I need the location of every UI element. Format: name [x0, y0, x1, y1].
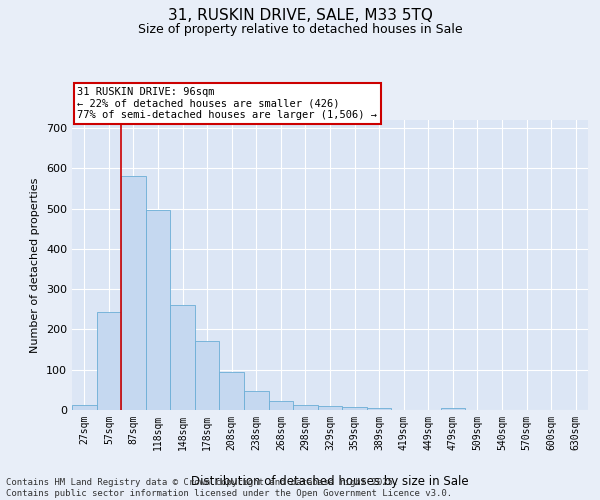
Bar: [293, 405, 318, 410]
Text: 31 RUSKIN DRIVE: 96sqm
← 22% of detached houses are smaller (426)
77% of semi-de: 31 RUSKIN DRIVE: 96sqm ← 22% of detached…: [77, 87, 377, 120]
Bar: [244, 391, 269, 410]
Text: 31, RUSKIN DRIVE, SALE, M33 5TQ: 31, RUSKIN DRIVE, SALE, M33 5TQ: [167, 8, 433, 22]
Bar: [97, 312, 121, 410]
Bar: [170, 306, 195, 410]
Bar: [146, 210, 170, 410]
Bar: [121, 176, 146, 410]
Text: Size of property relative to detached houses in Sale: Size of property relative to detached ho…: [137, 22, 463, 36]
Text: Contains HM Land Registry data © Crown copyright and database right 2025.
Contai: Contains HM Land Registry data © Crown c…: [6, 478, 452, 498]
Y-axis label: Number of detached properties: Number of detached properties: [31, 178, 40, 352]
Bar: [72, 405, 97, 410]
Bar: [195, 340, 220, 410]
Bar: [269, 401, 293, 410]
Bar: [220, 372, 244, 410]
Bar: [318, 406, 342, 410]
Text: Distribution of detached houses by size in Sale: Distribution of detached houses by size …: [191, 474, 469, 488]
Bar: [367, 408, 391, 410]
Bar: [440, 408, 465, 410]
Bar: [342, 407, 367, 410]
